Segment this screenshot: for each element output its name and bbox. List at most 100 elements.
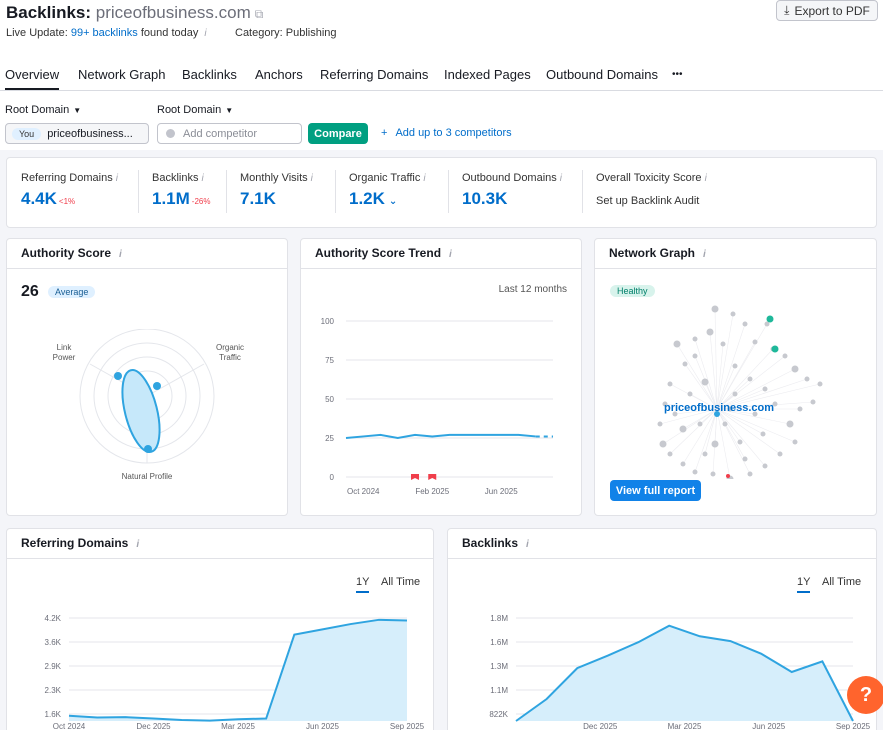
info-icon[interactable]: i [423,173,426,184]
network-node [772,401,778,407]
network-node [673,340,681,348]
info-icon[interactable]: i [704,173,707,184]
authority-trend-chart: 0 25 50 75 100 Oct 2024 Feb 2025 Jun 2025 [321,317,553,496]
more-tabs-icon[interactable]: ••• [672,69,683,80]
toggle-1y[interactable]: 1Y [797,576,811,593]
tab-outbound-domains[interactable]: Outbound Domains [546,67,659,82]
info-icon[interactable]: i [310,173,313,184]
metric-backlinks[interactable]: Backlinks i 1.1M -26% [152,172,210,209]
chevron-down-icon[interactable]: ⌄ [388,196,398,207]
divider [138,170,139,213]
info-icon[interactable]: i [449,249,452,260]
y-tick-label: 50 [325,395,334,404]
network-node-toxic [726,474,730,478]
info-icon[interactable]: i [119,249,122,260]
network-node [672,411,678,417]
live-update-link[interactable]: 99+ backlinks [70,27,138,39]
view-full-report-button[interactable]: View full report [610,480,701,501]
authority-score-value: 26 [21,283,39,300]
network-edge [716,368,796,410]
metrics-card: Referring Domains i 4.4K <1% Backlinks i 1.… [6,157,877,228]
live-update-label: Live Update: [6,27,68,39]
info-icon[interactable]: i [526,539,529,550]
metric-label: Outbound Domains [462,172,557,184]
tab-anchors[interactable]: Anchors [255,67,303,82]
tab-referring-domains[interactable]: Referring Domains [320,67,429,82]
chevron-down-icon: ▼ [73,106,82,115]
metric-outbound-domains[interactable]: Outbound Domains i 10.3K [462,172,562,209]
network-edge [716,408,746,460]
network-node-highlight [771,345,779,353]
x-tick-label: Dec 2025 [583,722,618,730]
backlinks-chart: 822K 1.1M 1.3M 1.6M 1.8M Dec 2025 Mar 2025 Jun … [489,614,870,730]
info-icon[interactable]: i [115,173,118,184]
network-node [732,363,738,369]
network-edge [716,388,766,410]
tab-overview[interactable]: Overview [5,67,60,90]
metric-delta: -26% [191,197,211,206]
chevron-down-icon: ▼ [225,106,234,115]
metric-organic-traffic[interactable]: Organic Traffic i 1.2K ⌄ [349,172,426,209]
tab-network-graph[interactable]: Network Graph [78,67,166,82]
tab-indexed-pages[interactable]: Indexed Pages [444,67,531,82]
area-fill [69,619,407,721]
info-icon[interactable]: i [559,173,563,184]
network-edge [704,381,718,410]
y-tick-label: 100 [321,317,335,326]
info-icon[interactable]: i [204,28,207,39]
network-node [692,469,698,475]
backlink-audit-link[interactable]: Set up Backlink Audit [596,195,700,207]
network-edge [716,408,796,443]
x-tick-label: Oct 2024 [347,487,380,496]
divider [7,558,433,559]
network-node [747,471,753,477]
network-edge [659,408,718,425]
network-node [679,425,687,433]
x-tick-label: Mar 2025 [668,722,702,730]
metric-label: Overall Toxicity Score [596,172,702,184]
network-edge [674,408,718,415]
metric-monthly-visits[interactable]: Monthly Visits i 7.1K [240,172,313,209]
toggle-1y[interactable]: 1Y [356,576,370,593]
axis-link-power-1: Link [57,343,73,352]
download-icon: ⤓ [784,3,790,17]
network-node [657,421,663,427]
info-icon[interactable]: i [136,539,140,550]
export-pdf-button[interactable]: ⤓ Export to PDF [776,0,878,21]
info-icon[interactable]: i [703,249,706,260]
card-title: Network Graph i [609,246,706,260]
info-icon[interactable]: i [201,173,204,184]
network-edge [716,408,781,455]
network-edge [694,338,718,410]
axis-natural-profile: Natural Profile [122,472,173,481]
page-title: Backlinks: priceofbusiness.com ⧉ [6,3,263,23]
root-domain-dropdown-1[interactable]: Root Domain ▼ [5,104,81,116]
add-competitors-link[interactable]: + Add up to 3 competitors [381,127,512,139]
x-tick-label: Mar 2025 [221,722,255,730]
metric-referring-domains[interactable]: Referring Domains i 4.4K <1% [21,172,118,209]
network-node [730,311,736,317]
competitor-input[interactable]: Add competitor [157,123,302,144]
help-button[interactable]: ? [847,676,883,714]
event-marker [428,474,437,480]
event-marker [411,474,419,480]
network-edge [716,408,766,467]
tab-backlinks[interactable]: Backlinks [182,67,237,82]
network-node [659,440,667,448]
metric-value: 1.1M [152,189,190,208]
root-domain-dropdown-2[interactable]: Root Domain ▼ [157,104,233,116]
network-node [687,391,693,397]
external-link-icon[interactable]: ⧉ [254,7,264,21]
root-domain-label: Root Domain [157,104,222,116]
network-edge [682,408,718,430]
compare-button[interactable]: Compare [308,123,368,144]
network-edge [669,408,718,455]
authority-score-card: Authority Score i 26 Average Link Power O… [6,238,288,516]
network-graph[interactable] [595,284,878,479]
toggle-all-time[interactable]: All Time [822,576,862,588]
export-label: Export to PDF [794,3,870,18]
metric-label: Referring Domains [21,172,113,184]
toggle-all-time[interactable]: All Time [381,576,421,588]
authority-trend-card: Authority Score Trend i Last 12 months 0 2… [300,238,582,516]
your-domain-field[interactable]: You priceofbusiness... [5,123,149,144]
